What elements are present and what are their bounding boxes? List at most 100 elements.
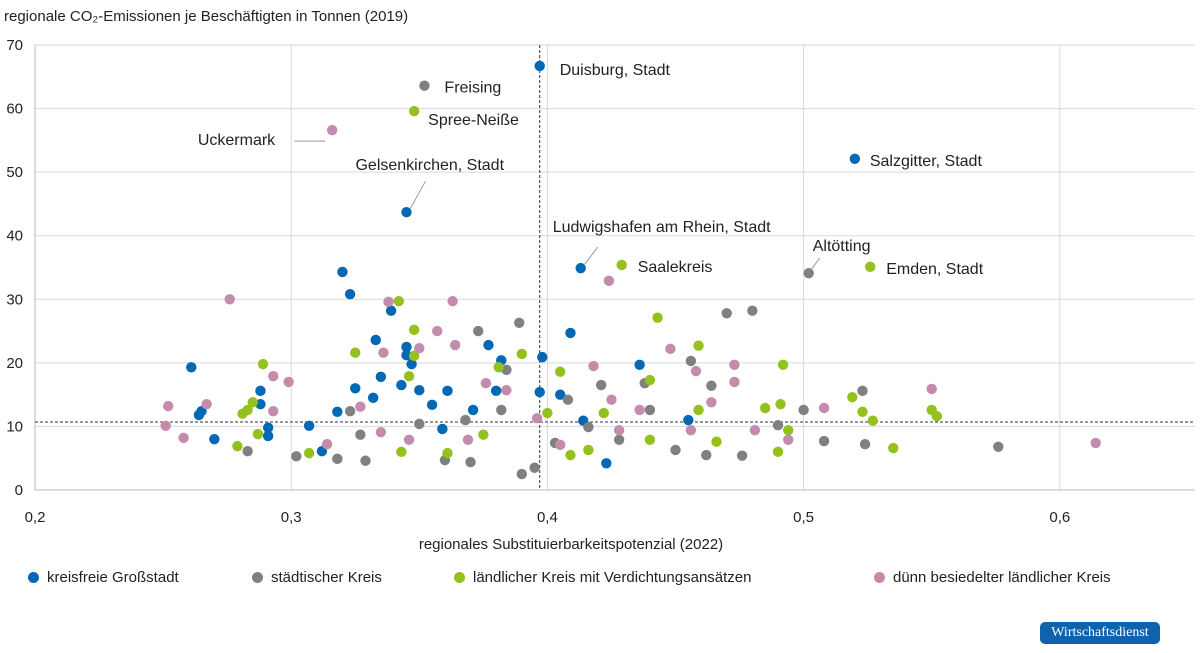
legend-item: ländlicher Kreis mit Verdichtungsansätze… — [454, 569, 751, 586]
data-point — [493, 362, 504, 373]
data-point — [859, 439, 871, 450]
data-point — [501, 384, 512, 396]
data-point — [467, 404, 479, 416]
data-point — [396, 379, 407, 391]
data-point — [555, 366, 566, 377]
y-tick-label: 0 — [15, 482, 23, 499]
data-point — [818, 435, 830, 447]
y-axis-title: regionale CO₂-Emissionen je Beschäftigte… — [4, 8, 408, 25]
data-point — [736, 450, 748, 461]
data-point — [537, 351, 548, 363]
data-point — [449, 339, 461, 351]
annotation-leader-line — [810, 257, 821, 271]
data-point — [193, 409, 205, 421]
data-point — [247, 397, 258, 408]
annotation-label: Duisburg, Stadt — [560, 62, 671, 79]
data-point — [432, 325, 443, 337]
data-point — [350, 347, 361, 358]
data-point — [201, 398, 212, 410]
data-point — [603, 275, 615, 287]
annotation-label: Saalekreis — [638, 259, 713, 276]
data-point — [326, 124, 338, 136]
data-point — [291, 451, 302, 462]
data-point — [759, 402, 771, 414]
legend-marker — [454, 572, 465, 583]
data-point — [403, 371, 415, 382]
data-point — [426, 399, 438, 411]
brand-logo: Wirtschaftsdienst — [1040, 622, 1160, 644]
data-point — [355, 429, 366, 440]
data-point — [555, 389, 566, 400]
data-point — [644, 404, 656, 416]
legend-item: kreisfreie Großstadt — [28, 569, 179, 586]
legend-marker — [874, 572, 885, 583]
data-point — [993, 441, 1004, 452]
annotation-label: Altötting — [813, 238, 871, 255]
data-point — [857, 406, 868, 418]
data-point — [419, 80, 430, 91]
data-point — [683, 414, 694, 426]
data-point — [616, 259, 627, 271]
data-point — [337, 266, 348, 278]
data-point — [255, 385, 266, 397]
data-point — [375, 426, 387, 438]
data-point — [613, 425, 625, 436]
data-point — [401, 350, 412, 361]
data-point — [857, 385, 868, 397]
data-point — [652, 312, 663, 323]
data-point — [401, 341, 412, 353]
data-point — [516, 348, 527, 360]
data-point — [685, 355, 697, 367]
data-point — [383, 296, 394, 308]
y-tick-label: 10 — [6, 418, 23, 435]
data-point — [414, 384, 425, 396]
legend-marker — [252, 572, 263, 583]
annotations: Duisburg, Stadt Freising Spree-Neiße Uckerm… — [198, 62, 984, 278]
annotation-label: Uckermark — [198, 132, 276, 149]
data-point — [562, 394, 574, 405]
legend: kreisfreie Großstadt städtischer Kreis l… — [28, 569, 1200, 589]
x-tick-label: 0,2 — [25, 509, 46, 526]
legend-label: kreisfreie Großstadt — [47, 569, 179, 586]
data-point — [565, 449, 576, 461]
data-point — [262, 430, 274, 442]
data-point — [516, 468, 527, 480]
data-point — [242, 446, 253, 457]
data-point — [401, 206, 412, 218]
data-point — [367, 392, 379, 404]
data-point — [370, 334, 381, 346]
grid — [34, 44, 1195, 491]
data-point — [555, 439, 566, 451]
annotation-label: Salzgitter, Stadt — [870, 153, 983, 170]
data-point — [847, 391, 858, 403]
data-point — [772, 419, 784, 431]
data-point — [437, 423, 448, 435]
data-point — [332, 453, 343, 465]
data-point — [721, 308, 732, 319]
points — [160, 60, 1101, 480]
data-point — [303, 447, 315, 459]
data-point — [747, 305, 758, 316]
data-point — [693, 340, 704, 351]
data-point — [690, 365, 702, 377]
data-point — [596, 379, 607, 391]
data-point — [385, 305, 397, 316]
data-point — [606, 394, 617, 405]
annotation-leader-line — [584, 246, 599, 265]
data-point — [442, 447, 453, 459]
data-point — [462, 434, 474, 445]
data-point — [360, 455, 371, 466]
data-point — [665, 343, 676, 355]
data-point — [403, 434, 415, 445]
data-point — [588, 360, 599, 372]
legend-item: dünn besiedelter ländlicher Kreis — [874, 569, 1111, 586]
data-point — [818, 402, 830, 414]
data-point — [514, 317, 525, 329]
data-point — [1090, 437, 1101, 449]
data-point — [344, 405, 356, 417]
data-point — [186, 362, 197, 373]
data-point — [321, 439, 333, 450]
data-point — [706, 397, 717, 408]
x-axis-title: regionales Substituierbarkeitspotenzial … — [419, 536, 723, 553]
data-point — [670, 444, 681, 456]
